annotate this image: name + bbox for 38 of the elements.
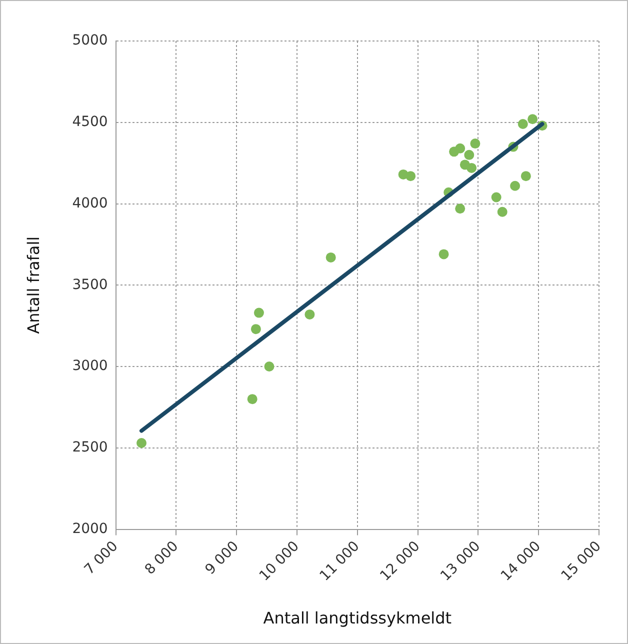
point (304, 309, 315, 320)
point (264, 362, 274, 372)
point (250, 324, 261, 334)
point (528, 114, 538, 124)
point (466, 162, 477, 173)
point (470, 138, 480, 149)
point (464, 150, 474, 160)
y-tick-label: 2000 (72, 520, 108, 537)
point (136, 438, 146, 448)
x-tick-label: 9 000 (202, 538, 242, 578)
x-tick-label: 8 000 (142, 538, 182, 578)
x-tick-label: 11 000 (316, 538, 363, 584)
x-tick-label: 13 000 (438, 538, 484, 584)
point (491, 192, 502, 202)
point (247, 394, 258, 404)
x-tick-label: 7 000 (82, 538, 122, 578)
point (518, 119, 528, 130)
point (520, 171, 531, 182)
x-tick-label: 15 000 (558, 538, 604, 584)
x-tick-label: 12 000 (377, 538, 424, 584)
point (510, 180, 520, 191)
x-tick-label: 14 000 (498, 538, 544, 584)
y-tick-label: 3000 (72, 358, 108, 374)
y-tick-label: 4000 (72, 195, 108, 212)
point (438, 249, 449, 260)
point (406, 171, 416, 182)
y-axis-title: Antall frafall (24, 236, 43, 334)
y-tick-label: 2500 (72, 440, 108, 456)
point (497, 206, 508, 217)
x-tick-label: 10 000 (256, 538, 302, 584)
point (254, 308, 264, 318)
x-axis-title: Antall langtidssykmeldt (263, 608, 452, 628)
y-tick-label: 4500 (72, 114, 108, 130)
y-tick-label: 5000 (72, 32, 108, 49)
point (455, 204, 466, 214)
point (455, 143, 466, 154)
y-tick-label: 3500 (72, 276, 108, 293)
point (326, 252, 336, 262)
